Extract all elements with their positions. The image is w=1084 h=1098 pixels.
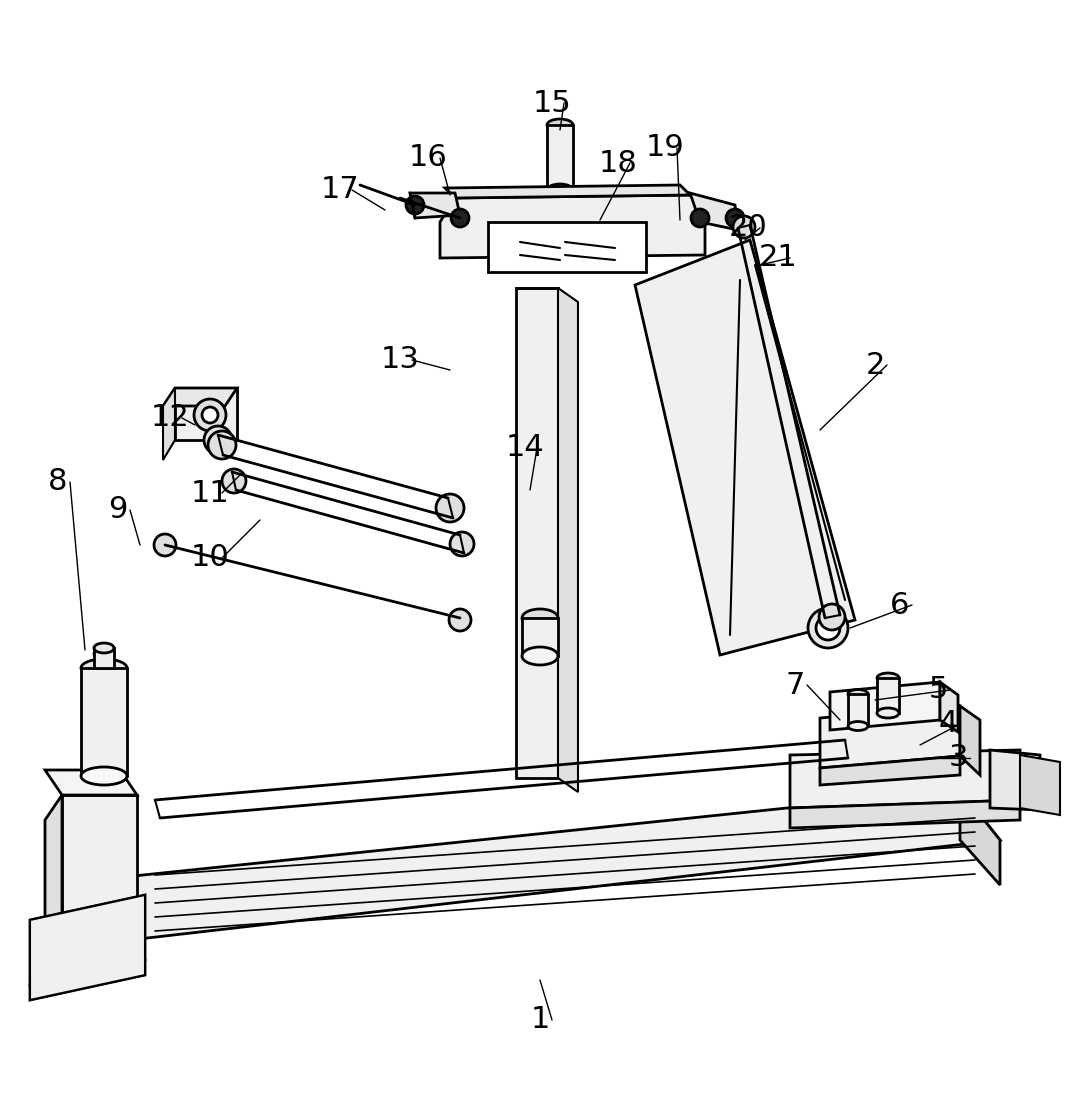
- Bar: [547, 125, 573, 190]
- Text: 19: 19: [646, 134, 684, 163]
- Polygon shape: [163, 388, 175, 460]
- Text: 13: 13: [380, 346, 420, 374]
- Text: 21: 21: [759, 244, 798, 272]
- Ellipse shape: [877, 708, 899, 718]
- Ellipse shape: [547, 119, 573, 131]
- Bar: [877, 677, 899, 713]
- Polygon shape: [790, 750, 1020, 808]
- Ellipse shape: [522, 609, 558, 627]
- Circle shape: [726, 209, 744, 227]
- Text: 9: 9: [108, 495, 128, 525]
- Circle shape: [733, 216, 754, 238]
- Bar: [175, 388, 237, 440]
- Text: 17: 17: [321, 176, 360, 204]
- Bar: [62, 795, 137, 915]
- Ellipse shape: [848, 690, 868, 698]
- Polygon shape: [30, 895, 145, 985]
- Bar: [516, 288, 558, 778]
- Circle shape: [820, 604, 846, 630]
- Circle shape: [691, 209, 709, 227]
- Polygon shape: [1020, 755, 1060, 815]
- Text: 6: 6: [890, 591, 909, 619]
- Circle shape: [208, 432, 236, 459]
- Circle shape: [211, 433, 225, 447]
- Ellipse shape: [94, 643, 114, 653]
- Text: 20: 20: [728, 213, 767, 243]
- Circle shape: [816, 616, 840, 640]
- Text: 16: 16: [409, 144, 448, 172]
- Polygon shape: [635, 240, 855, 656]
- Circle shape: [451, 209, 469, 227]
- Bar: [488, 222, 646, 272]
- Ellipse shape: [848, 721, 868, 730]
- Ellipse shape: [81, 659, 127, 677]
- Circle shape: [436, 494, 464, 522]
- Text: 1: 1: [530, 1006, 550, 1034]
- Polygon shape: [960, 706, 980, 775]
- Polygon shape: [30, 960, 145, 1000]
- Polygon shape: [30, 895, 145, 1000]
- Circle shape: [202, 407, 218, 423]
- Polygon shape: [820, 706, 960, 768]
- Polygon shape: [990, 750, 1040, 810]
- Text: 11: 11: [191, 479, 230, 507]
- Ellipse shape: [522, 647, 558, 665]
- Text: 5: 5: [928, 675, 947, 705]
- Bar: [81, 668, 127, 776]
- Circle shape: [808, 608, 848, 648]
- Polygon shape: [558, 288, 578, 792]
- Circle shape: [154, 534, 176, 556]
- Text: 15: 15: [532, 89, 571, 117]
- Text: 18: 18: [598, 148, 637, 178]
- Polygon shape: [820, 757, 960, 785]
- Circle shape: [194, 399, 225, 432]
- Polygon shape: [790, 800, 1020, 828]
- Polygon shape: [691, 193, 738, 229]
- Circle shape: [406, 197, 424, 214]
- Text: 4: 4: [939, 709, 957, 739]
- Polygon shape: [163, 388, 237, 406]
- Polygon shape: [60, 879, 130, 975]
- Polygon shape: [440, 195, 705, 258]
- Circle shape: [222, 469, 246, 493]
- Text: 8: 8: [49, 468, 67, 496]
- Bar: [848, 694, 868, 726]
- Polygon shape: [960, 789, 1001, 885]
- Circle shape: [450, 533, 474, 556]
- Polygon shape: [446, 184, 691, 198]
- Ellipse shape: [94, 649, 114, 659]
- Polygon shape: [940, 682, 958, 732]
- Polygon shape: [46, 795, 62, 940]
- Circle shape: [204, 426, 232, 453]
- Polygon shape: [46, 770, 137, 795]
- Bar: [94, 648, 114, 668]
- Bar: [522, 618, 558, 656]
- Circle shape: [449, 609, 472, 631]
- Text: 14: 14: [505, 434, 544, 462]
- Text: 7: 7: [785, 671, 804, 699]
- Polygon shape: [830, 682, 940, 730]
- Polygon shape: [410, 193, 460, 219]
- Text: 10: 10: [191, 544, 230, 572]
- Polygon shape: [95, 789, 1001, 940]
- Text: 12: 12: [151, 403, 190, 433]
- Text: 2: 2: [865, 350, 885, 380]
- Ellipse shape: [877, 673, 899, 683]
- Text: 3: 3: [948, 743, 968, 773]
- Ellipse shape: [81, 768, 127, 785]
- Ellipse shape: [547, 184, 573, 197]
